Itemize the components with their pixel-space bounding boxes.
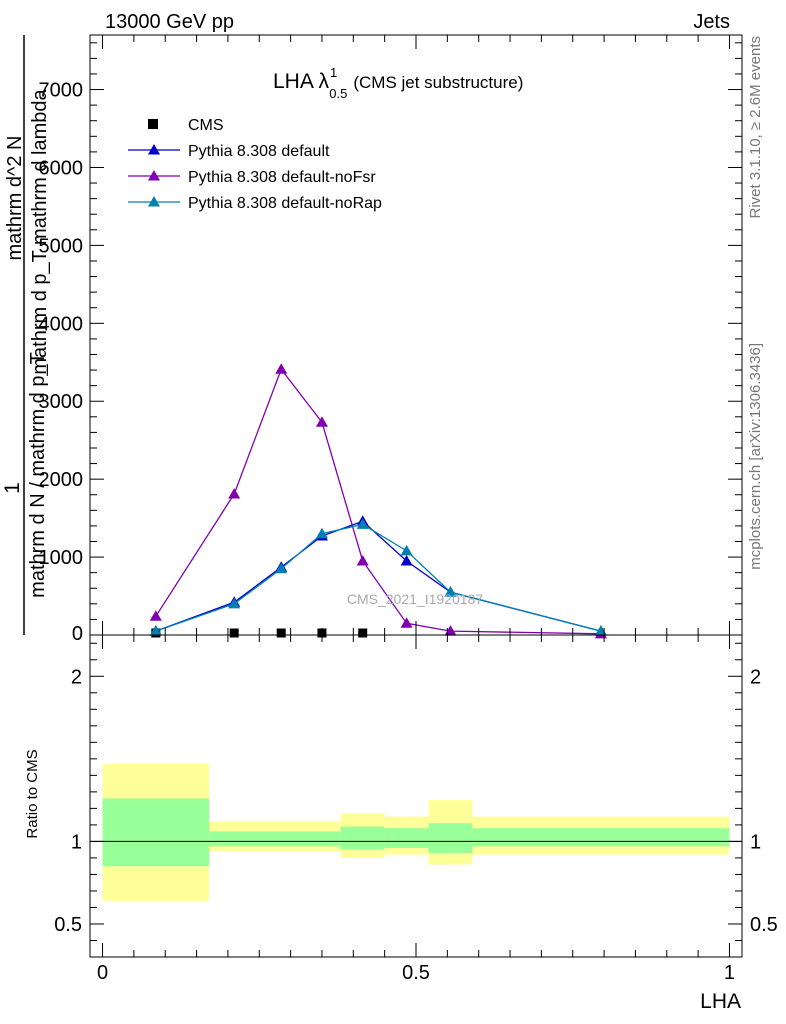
legend-label-default: Pythia 8.308 default — [188, 143, 330, 160]
point-noFsr — [149, 610, 162, 621]
legend-label-noRap: Pythia 8.308 default-noRap — [188, 195, 382, 212]
legend-marker-default — [148, 144, 160, 155]
main-y-tick-label: 4000 — [39, 313, 84, 335]
x-axis-label: LHA — [700, 990, 741, 1013]
legend: CMS Pythia 8.308 default Pythia 8.308 defa… — [128, 117, 382, 212]
ratio-y-tick-label-right: 2 — [750, 666, 761, 688]
cms-point — [276, 628, 286, 638]
main-y-tick-label: 5000 — [39, 235, 84, 257]
point-noRap — [400, 544, 413, 556]
point-noFsr — [228, 487, 241, 499]
main-plot: 1000 2000 3000 4000 5000 6000 7000 0 — [39, 34, 743, 645]
point-noFsr — [356, 554, 369, 566]
ratio-x-tick-labels: 0 0.5 1 — [97, 962, 735, 984]
ratio-y-tick-label-right: 1 — [750, 831, 761, 853]
ratio-y-tick-label: 2 — [71, 666, 82, 688]
main-ticks — [90, 35, 742, 636]
point-noRap — [275, 562, 288, 574]
ratio-y-axis-label: Ratio to CMS — [24, 749, 41, 838]
main-y-tick-label: 2000 — [39, 469, 84, 491]
ratio-bands — [102, 763, 730, 901]
main-title: LHA λ1 0.5(CMS jet substructure) — [273, 65, 523, 101]
ratio-plot: 0.5 0.51 12 2 0 0.5 1 — [54, 634, 778, 984]
point-noFsr — [275, 363, 288, 374]
point-noRap — [149, 625, 162, 636]
mcplots-label: mcplots.cern.ch [arXiv:1306.3436] — [747, 343, 764, 570]
point-default — [400, 554, 413, 566]
legend-label-cms: CMS — [188, 117, 224, 134]
point-noRap — [315, 527, 328, 539]
main-y-axis-label: 1 mathrm d N / mathrm d p_T mathrm d^2 N… — [1, 35, 51, 635]
ratio-band-inner — [102, 798, 210, 867]
cms-point — [229, 628, 239, 638]
main-series-layer — [149, 363, 607, 639]
main-y-tick-label: 3000 — [39, 391, 84, 413]
ratio-y-tick-labels: 0.5 0.5 1 1 2 2 — [54, 666, 778, 936]
process-label: Jets — [693, 11, 730, 33]
point-noRap — [356, 518, 369, 529]
y-label-right-bottom: mathrm d p_T mathrm d lambda — [29, 88, 51, 374]
series-line-default — [155, 520, 602, 632]
ratio-x-tick-label: 0.5 — [402, 962, 430, 984]
legend-marker-noRap — [148, 196, 160, 207]
cms-point — [358, 628, 368, 638]
y-label-right-top: mathrm d^2 N — [4, 136, 26, 261]
ratio-band-inner — [472, 828, 730, 847]
main-y-tick-label-zero: 0 — [72, 623, 83, 645]
analysis-watermark: CMS_2021_I1920187 — [347, 591, 483, 607]
point-noRap — [444, 586, 457, 597]
y-label-denominator: mathrm d N / mathrm d p_T — [27, 352, 49, 598]
ratio-band-inner — [384, 828, 429, 849]
point-noFsr — [315, 416, 328, 427]
y-label-numerator: 1 — [1, 482, 24, 494]
ratio-y-tick-label: 1 — [71, 831, 82, 853]
legend-marker-noFsr — [148, 170, 160, 181]
series-line-noRap — [155, 523, 602, 632]
ratio-x-tick-label: 0 — [97, 962, 108, 984]
main-y-tick-label: 6000 — [39, 157, 84, 179]
ratio-band-inner — [209, 831, 341, 847]
energy-label: 13000 GeV pp — [105, 11, 234, 33]
point-noFsr — [400, 617, 413, 628]
main-y-tick-label: 1000 — [39, 547, 84, 569]
main-y-tick-labels: 1000 2000 3000 4000 5000 6000 7000 0 — [39, 80, 84, 645]
legend-marker-cms — [148, 119, 158, 129]
ratio-ticks — [90, 635, 742, 957]
series-line-noFsr — [155, 367, 601, 635]
legend-label-noFsr: Pythia 8.308 default-noFsr — [188, 169, 376, 186]
ratio-band-inner — [428, 823, 473, 853]
ratio-y-tick-label: 0.5 — [54, 914, 82, 936]
main-y-tick-label: 7000 — [39, 80, 84, 102]
ratio-band-inner — [340, 826, 385, 850]
point-noRap — [228, 597, 241, 609]
ratio-y-tick-label-right: 0.5 — [750, 914, 778, 936]
rivet-label: Rivet 3.1.10, ≥ 2.6M events — [747, 36, 764, 219]
ratio-x-tick-label: 1 — [724, 962, 735, 984]
